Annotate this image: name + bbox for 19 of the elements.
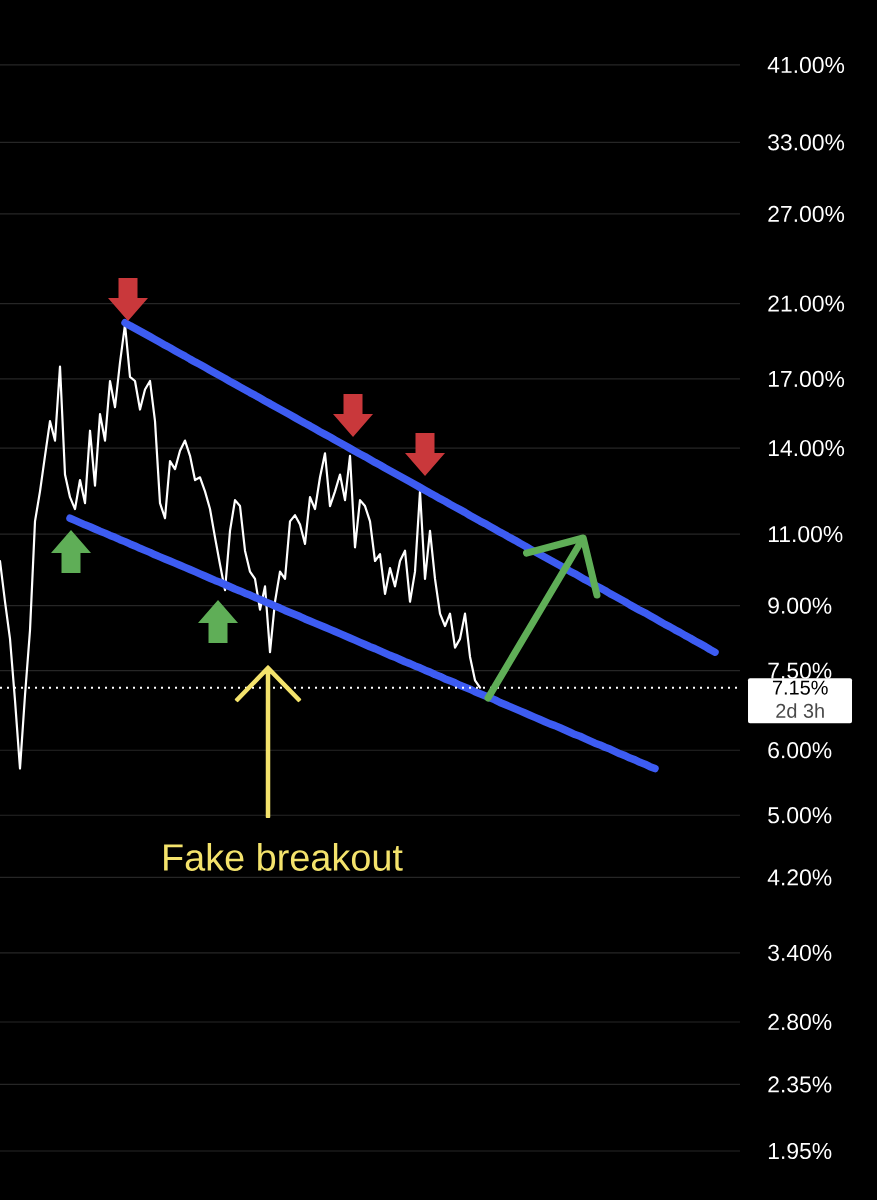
text: 2d 3h	[776, 703, 824, 718]
y-tick-label: 17.00%	[768, 370, 845, 388]
y-tick-label: 33.00%	[768, 134, 845, 151]
y-tick-label: 11.00%	[768, 525, 843, 543]
y-tick-label: 2.35%	[768, 1076, 832, 1093]
y-tick-label: 9.00%	[768, 597, 832, 614]
y-tick-label: 5.00%	[768, 807, 832, 824]
ref-line-label: 7.15%	[772, 680, 828, 695]
y-tick-label: 7.50%	[768, 662, 832, 679]
annotation: Fake breakout	[164, 843, 403, 871]
y-tick-label: 14.00%	[768, 440, 845, 457]
y-tick-label: 21.00%	[768, 295, 845, 312]
y-tick-label: 6.00%	[768, 742, 832, 759]
y-tick-label: 41.00%	[767, 56, 845, 74]
y-tick-label: 2.80%	[768, 1013, 832, 1031]
y-tick-label: 1.95%	[768, 1142, 832, 1160]
y-tick-label: 27.00%	[768, 205, 845, 223]
y-tick-label: 3.40%	[768, 944, 832, 961]
y-tick-label: 4.20%	[767, 869, 832, 886]
